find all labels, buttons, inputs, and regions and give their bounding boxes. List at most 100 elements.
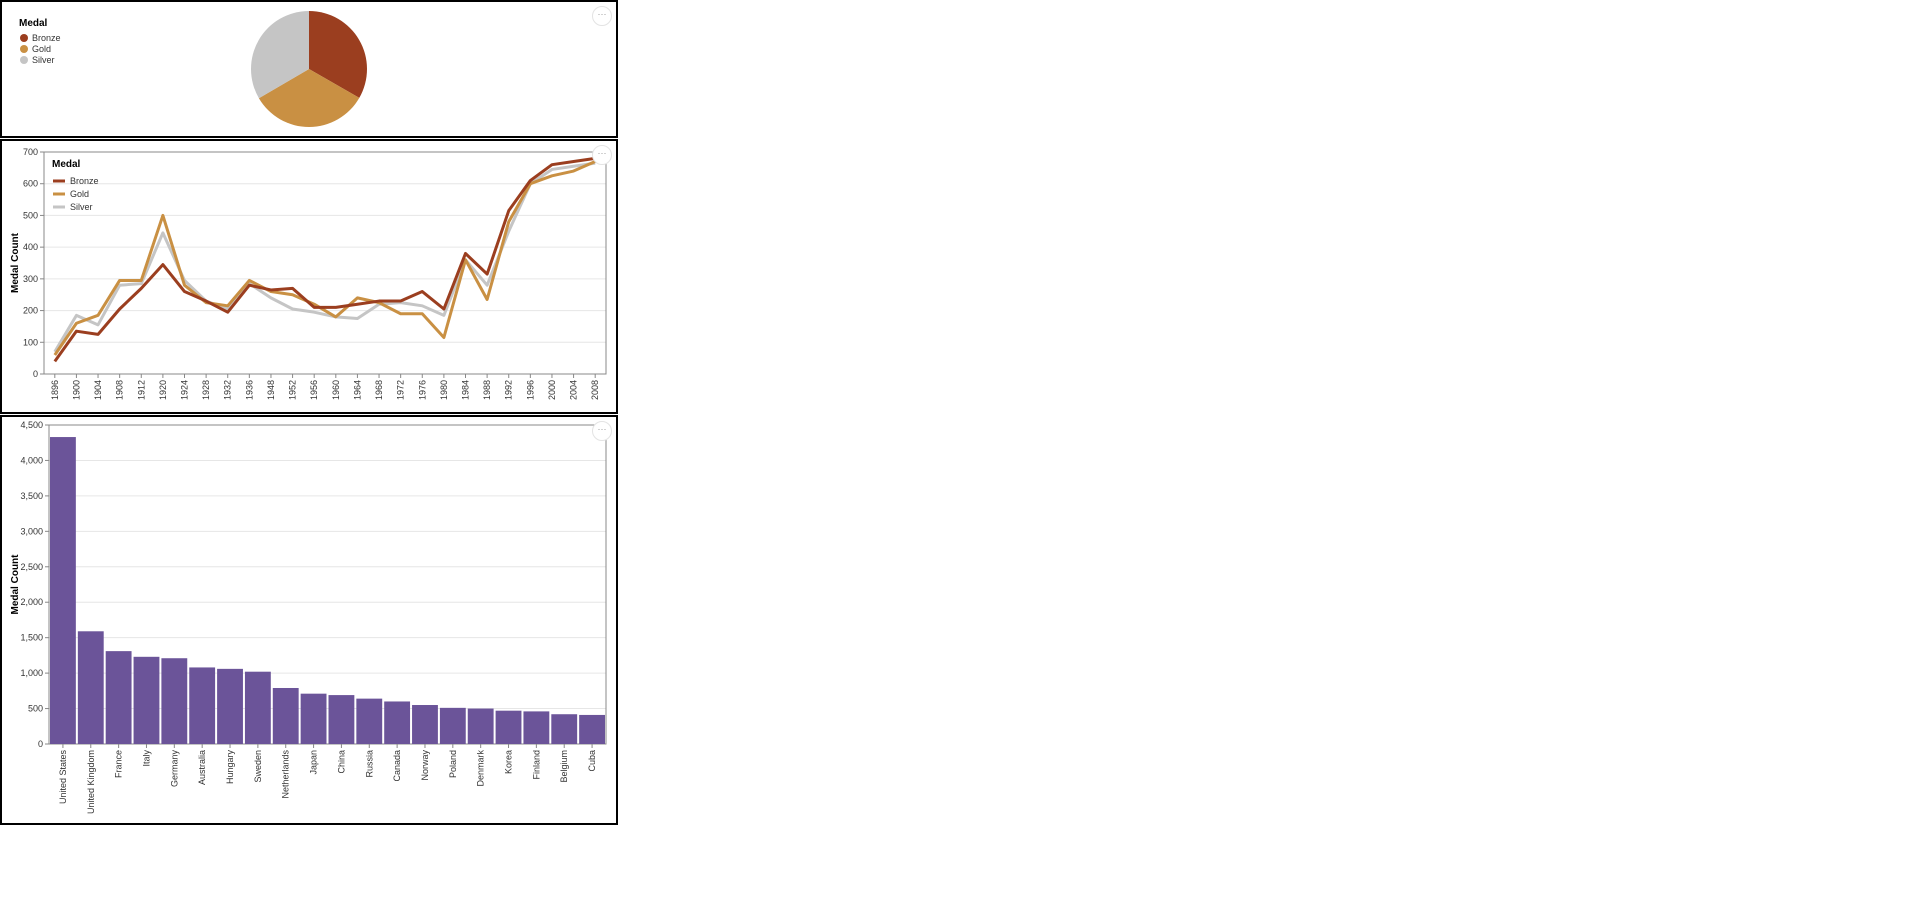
y-tick-label: 500 — [28, 704, 43, 714]
legend-symbol-gold — [20, 45, 28, 53]
line-chart: 0 100 200 300 400 500 600 700 1896 1900 1904 1908 19… — [10, 147, 607, 400]
bar-belgium — [551, 714, 578, 744]
y-tick-label: 2,500 — [20, 562, 43, 572]
actions-menu-button[interactable]: ··· — [592, 421, 612, 441]
plot-frame — [43, 151, 607, 375]
x-tick-label: 1956 — [309, 380, 319, 400]
x-tick-label: 2008 — [590, 380, 600, 400]
actions-menu-button[interactable]: ··· — [592, 145, 612, 165]
legend-label-gold: Gold — [32, 44, 51, 54]
x-tick-label: 1900 — [71, 380, 81, 400]
x-tick-label: 1920 — [158, 380, 168, 400]
x-tick-label: China — [336, 750, 346, 774]
actions-menu-button[interactable]: ··· — [592, 6, 612, 26]
x-tick-label: Cuba — [587, 750, 597, 772]
bar-japan — [300, 693, 327, 744]
x-tick-label: 1984 — [461, 380, 471, 400]
y-tick-label: 100 — [23, 337, 38, 347]
y-tick-label: 500 — [23, 210, 38, 220]
x-tick-label: Finland — [531, 750, 541, 780]
legend-title: Medal — [19, 18, 48, 29]
x-tick-label: 1904 — [93, 380, 103, 400]
x-tick-label: Netherlands — [281, 750, 291, 799]
series-line-gold — [53, 160, 596, 356]
x-tick-label: Australia — [197, 750, 207, 785]
x-tick-label: 1988 — [482, 380, 492, 400]
y-tick-label: 3,000 — [20, 526, 43, 536]
legend-symbol-silver — [20, 56, 28, 64]
x-tick-label: 1912 — [136, 380, 146, 400]
x-tick-label: Belgium — [559, 750, 569, 783]
x-tick-label: Italy — [141, 750, 151, 767]
series-line-bronze — [53, 156, 596, 363]
bar-chart: 0 500 1,000 1,500 2,000 2,500 3,000 3,500 4,000 4… — [10, 420, 607, 814]
x-tick-label: France — [114, 750, 124, 778]
x-tick-label: 1936 — [244, 380, 254, 400]
x-tick-label: 1952 — [288, 380, 298, 400]
bar-italy — [133, 656, 160, 744]
x-tick-label: 1992 — [504, 380, 514, 400]
x-tick-label: 1924 — [180, 380, 190, 400]
x-tick-label: 1960 — [331, 380, 341, 400]
legend-label-silver: Silver — [70, 202, 93, 212]
bar-hungary — [217, 668, 243, 744]
plot-frame — [48, 424, 607, 745]
series-line-silver — [53, 161, 596, 353]
bar-united-states — [50, 437, 76, 744]
bar-korea — [495, 710, 522, 744]
x-tick-label: Sweden — [253, 750, 263, 783]
x-tick-label: Hungary — [225, 750, 235, 785]
y-tick-label: 300 — [23, 274, 38, 284]
pie-slice-silver — [251, 11, 309, 99]
bar-sweden — [244, 671, 271, 744]
x-tick-label: 1964 — [352, 380, 362, 400]
bar-russia — [356, 698, 383, 744]
x-tick-label: Canada — [392, 750, 402, 782]
pie-slice-gold — [258, 69, 360, 127]
line-chart-panel: 0 100 200 300 400 500 600 700 1896 1900 1904 1908 19… — [0, 139, 618, 414]
x-tick-label: 1928 — [201, 380, 211, 400]
y-tick-label: 0 — [38, 739, 43, 749]
legend-symbol-bronze — [20, 34, 28, 42]
x-tick-label: 1980 — [439, 380, 449, 400]
x-tick-label: United States — [58, 750, 68, 805]
legend-label-bronze: Bronze — [70, 176, 99, 186]
x-tick-label: United Kingdom — [86, 750, 96, 814]
x-tick-label: 1948 — [266, 380, 276, 400]
y-tick-label: 400 — [23, 242, 38, 252]
y-tick-label: 3,500 — [20, 491, 43, 501]
bar-netherlands — [272, 687, 299, 744]
bar-australia — [189, 667, 216, 744]
x-tick-label: Poland — [448, 750, 458, 778]
x-tick-label: 1932 — [223, 380, 233, 400]
y-tick-label: 200 — [23, 306, 38, 316]
pie-chart-panel: Medal Bronze Gold Silver ··· — [0, 0, 618, 138]
y-tick-label: 1,000 — [20, 668, 43, 678]
bar-france — [105, 651, 132, 744]
bar-canada — [384, 701, 411, 744]
x-tick-label: 1996 — [525, 380, 535, 400]
bar-norway — [412, 705, 438, 744]
x-tick-label: Korea — [504, 750, 514, 774]
bar-united-kingdom — [77, 631, 104, 744]
legend-title: Medal — [52, 159, 81, 170]
x-tick-label: Germany — [169, 750, 179, 788]
bar-denmark — [467, 708, 494, 744]
bar-china — [328, 695, 355, 744]
x-tick-label: Denmark — [476, 750, 486, 787]
x-tick-label: Russia — [364, 750, 374, 778]
legend-label-gold: Gold — [70, 189, 89, 199]
y-tick-label: 2,000 — [20, 597, 43, 607]
y-tick-label: 4,500 — [20, 420, 43, 430]
y-axis-title: Medal Count — [10, 232, 21, 293]
y-tick-label: 600 — [23, 179, 38, 189]
pie-slice-bronze — [309, 11, 368, 98]
y-tick-label: 4,000 — [20, 455, 43, 465]
bar-poland — [439, 707, 466, 744]
x-tick-label: Norway — [420, 750, 430, 781]
x-tick-label: 2004 — [569, 380, 579, 400]
bar-chart-panel: 0 500 1,000 1,500 2,000 2,500 3,000 3,500 4,000 4… — [0, 415, 618, 825]
y-tick-label: 700 — [23, 147, 38, 157]
legend-label-silver: Silver — [32, 55, 55, 65]
